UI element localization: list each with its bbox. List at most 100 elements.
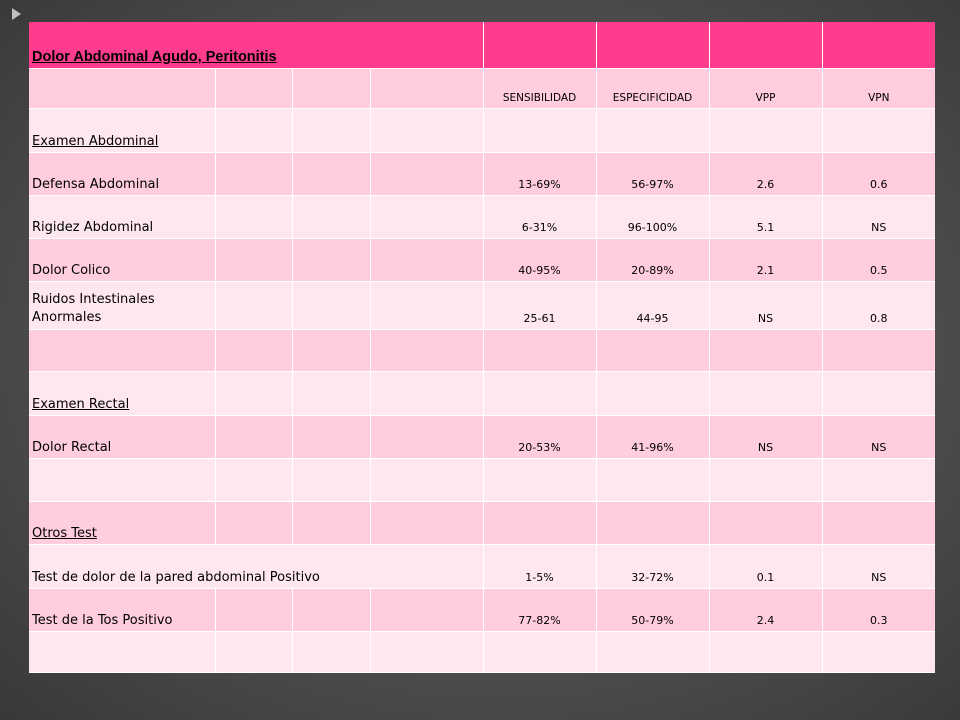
column-header-vpn: VPN <box>822 68 935 109</box>
empty-cell <box>292 195 371 239</box>
value-cell <box>822 371 935 416</box>
value-cell <box>822 108 935 153</box>
sensibilidad-value: 40-95% <box>483 238 597 282</box>
value-cell <box>709 631 823 673</box>
column-header-especificidad: ESPECIFICIDAD <box>596 68 710 109</box>
especificidad-value: 32-72% <box>596 544 710 589</box>
especificidad-value: 56-97% <box>596 152 710 196</box>
vpp-value: 2.6 <box>709 152 823 196</box>
vpn-value: NS <box>822 195 935 239</box>
row-label-cell: Defensa Abdominal <box>29 152 216 196</box>
table-row <box>29 458 935 502</box>
table-title: Dolor Abdominal Agudo, Peritonitis <box>32 48 277 65</box>
empty-cell <box>370 501 484 545</box>
empty-cell <box>370 458 484 502</box>
vpn-value: 0.8 <box>822 281 935 330</box>
sensibilidad-value: 13-69% <box>483 152 597 196</box>
empty-cell <box>215 195 293 239</box>
especificidad-value: 41-96% <box>596 415 710 459</box>
empty-cell <box>215 152 293 196</box>
empty-cell <box>370 371 484 416</box>
row-label-cell: Dolor Colico <box>29 238 216 282</box>
empty-cell <box>215 501 293 545</box>
empty-cell <box>370 588 484 632</box>
value-cell <box>483 329 597 372</box>
table-title-cell: Dolor Abdominal Agudo, Peritonitis <box>29 22 484 69</box>
value-cell <box>596 631 710 673</box>
empty-cell <box>215 238 293 282</box>
column-header-row: SENSIBILIDAD ESPECIFICIDAD VPP VPN <box>29 68 935 109</box>
value-cell <box>596 458 710 502</box>
value-cell <box>709 501 823 545</box>
especificidad-value: 44-95 <box>596 281 710 330</box>
section-label-examen-rectal: Examen Rectal <box>32 396 130 412</box>
empty-cell <box>370 281 484 330</box>
sensibilidad-value: 25-61 <box>483 281 597 330</box>
empty-cell <box>215 458 293 502</box>
table-row: Dolor Rectal 20-53% 41-96% NS NS <box>29 415 935 459</box>
value-cell <box>483 631 597 673</box>
row-label-cell: Ruidos Intestinales Anormales <box>29 281 216 330</box>
sensibilidad-value: 20-53% <box>483 415 597 459</box>
section-label-examen-abdominal: Examen Abdominal <box>32 133 159 149</box>
empty-cell <box>215 371 293 416</box>
table-row: Test de dolor de la pared abdominal Posi… <box>29 544 935 589</box>
value-cell <box>709 108 823 153</box>
row-label: Dolor Rectal <box>32 439 112 455</box>
column-header-sensibilidad: SENSIBILIDAD <box>483 68 597 109</box>
empty-cell <box>292 68 371 109</box>
empty-cell <box>292 415 371 459</box>
sensibilidad-value: 77-82% <box>483 588 597 632</box>
table-row: Examen Abdominal <box>29 108 935 153</box>
vpp-value: NS <box>709 281 823 330</box>
empty-cell <box>215 329 293 372</box>
value-cell <box>596 329 710 372</box>
empty-cell <box>29 68 216 109</box>
empty-cell <box>215 631 293 673</box>
value-cell <box>483 108 597 153</box>
sensibilidad-value: 1-5% <box>483 544 597 589</box>
vpp-value: 2.1 <box>709 238 823 282</box>
slide-bullet-arrow-icon <box>12 8 21 20</box>
value-cell <box>822 329 935 372</box>
empty-cell <box>292 329 371 372</box>
column-header-vpp: VPP <box>709 68 823 109</box>
row-label-cell <box>29 631 216 673</box>
empty-cell <box>292 588 371 632</box>
vpn-value: 0.3 <box>822 588 935 632</box>
peritonitis-table: Dolor Abdominal Agudo, Peritonitis SENSI… <box>29 22 935 673</box>
row-label-cell: Examen Rectal <box>29 371 216 416</box>
vpp-value: NS <box>709 415 823 459</box>
vpn-value: 0.6 <box>822 152 935 196</box>
table-row: Otros Test <box>29 501 935 545</box>
vpn-value: NS <box>822 415 935 459</box>
row-label-cell: Dolor Rectal <box>29 415 216 459</box>
row-label: Rigidez Abdominal <box>32 219 154 235</box>
section-label-otros-test: Otros Test <box>32 525 97 541</box>
empty-cell <box>370 329 484 372</box>
empty-cell <box>292 631 371 673</box>
row-label-cell: Otros Test <box>29 501 216 545</box>
empty-cell <box>370 68 484 109</box>
empty-cell <box>292 458 371 502</box>
empty-cell <box>370 238 484 282</box>
title-row: Dolor Abdominal Agudo, Peritonitis <box>29 22 935 69</box>
value-cell <box>483 458 597 502</box>
value-cell <box>822 631 935 673</box>
empty-cell <box>215 588 293 632</box>
row-label-cell: Rigidez Abdominal <box>29 195 216 239</box>
vpp-value: 0.1 <box>709 544 823 589</box>
row-label-cell: Test de la Tos Positivo <box>29 588 216 632</box>
empty-cell <box>215 415 293 459</box>
header-cell <box>483 22 597 69</box>
row-label: Defensa Abdominal <box>32 176 160 192</box>
vpn-value: 0.5 <box>822 238 935 282</box>
especificidad-value: 20-89% <box>596 238 710 282</box>
value-cell <box>596 108 710 153</box>
empty-cell <box>370 195 484 239</box>
empty-cell <box>292 238 371 282</box>
table-row: Defensa Abdominal 13-69% 56-97% 2.6 0.6 <box>29 152 935 196</box>
value-cell <box>596 501 710 545</box>
especificidad-value: 50-79% <box>596 588 710 632</box>
value-cell <box>709 329 823 372</box>
